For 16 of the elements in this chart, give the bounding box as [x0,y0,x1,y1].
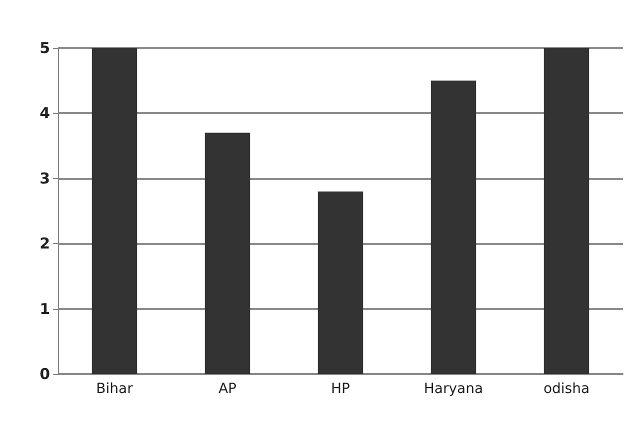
y-tick-label: 0 [40,365,50,383]
x-tick-label: AP [218,381,237,397]
y-tick-label: 4 [40,104,50,122]
x-tick-label: HP [331,381,350,397]
x-tick-label: odisha [543,381,590,397]
x-tick-label: Bihar [96,381,134,397]
y-tick-label: 1 [40,300,50,318]
x-tick-label: Haryana [424,381,484,397]
bar [544,48,590,374]
bar [204,132,250,374]
y-tick-label: 5 [40,39,50,57]
y-tick-label: 3 [40,169,50,188]
bar [92,48,138,374]
bar [318,191,364,374]
y-tick-label: 2 [40,234,50,253]
bar [430,80,476,374]
